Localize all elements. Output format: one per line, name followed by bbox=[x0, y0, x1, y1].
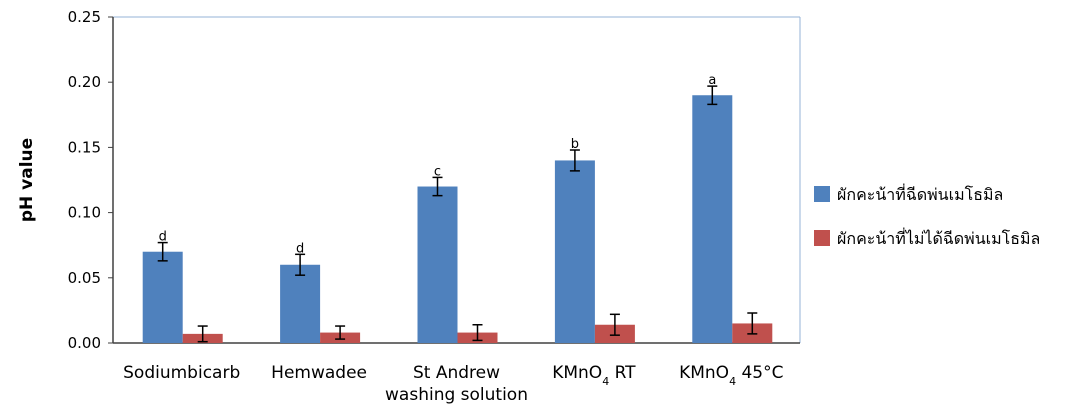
y-tick-label: 0.10 bbox=[68, 204, 101, 222]
y-tick-label: 0.00 bbox=[68, 334, 101, 352]
error-bar bbox=[569, 149, 580, 172]
bar-sprayed-4 bbox=[692, 95, 733, 344]
error-bar bbox=[335, 325, 346, 340]
y-tick-label: 0.25 bbox=[68, 8, 101, 26]
x-category-label: Sodiumbicarb bbox=[123, 363, 240, 383]
significance-label: c bbox=[434, 164, 441, 179]
bar-sprayed-0 bbox=[142, 251, 183, 343]
bar-sprayed-1 bbox=[280, 264, 321, 343]
x-category-label: St Andrew bbox=[413, 363, 500, 383]
significance-label: b bbox=[571, 137, 579, 152]
bar-sprayed-3 bbox=[554, 160, 595, 343]
error-bar bbox=[609, 313, 620, 336]
bar-sprayed-2 bbox=[417, 186, 458, 343]
legend-item-sprayed: ผักคะน้าที่ฉีดพ่นเมโธมิล bbox=[814, 183, 1003, 204]
x-category-label: Hemwadee bbox=[271, 363, 367, 383]
error-bar bbox=[157, 241, 168, 262]
error-bar bbox=[197, 325, 208, 343]
y-axis-label: pH value bbox=[17, 138, 37, 222]
error-bar bbox=[432, 176, 443, 197]
x-category-label: KMnO4 RT bbox=[552, 363, 636, 388]
x-category-label: washing solution bbox=[385, 385, 528, 405]
error-bar bbox=[707, 85, 718, 106]
error-bar bbox=[295, 253, 306, 276]
y-tick-label: 0.20 bbox=[68, 73, 101, 91]
y-tick-label: 0.15 bbox=[68, 138, 101, 156]
x-category-label: KMnO4 45°C bbox=[679, 363, 783, 388]
error-bar bbox=[747, 312, 758, 335]
y-tick-label: 0.05 bbox=[68, 269, 101, 287]
legend-swatch bbox=[814, 186, 830, 202]
legend-item-unsprayed: ผักคะน้าที่ไม่ได้ฉีดพ่นเมโธมิล bbox=[814, 227, 1040, 248]
significance-label: d bbox=[159, 230, 167, 245]
legend-swatch bbox=[814, 230, 830, 246]
significance-label: a bbox=[708, 73, 716, 88]
significance-label: d bbox=[296, 241, 304, 256]
legend-label: ผักคะน้าที่ไม่ได้ฉีดพ่นเมโธมิล bbox=[837, 227, 1040, 248]
error-bar bbox=[472, 323, 483, 342]
legend-label: ผักคะน้าที่ฉีดพ่นเมโธมิล bbox=[837, 183, 1003, 204]
